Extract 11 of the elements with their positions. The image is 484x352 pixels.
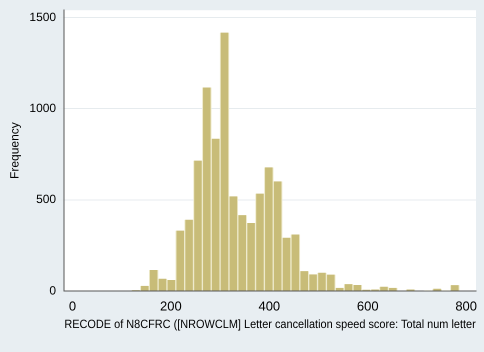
x-tick-label: 0 xyxy=(68,298,76,314)
y-tick-label: 1500 xyxy=(29,10,56,24)
x-axis-title: RECODE of N8CFRC ([NROWCLM] Letter cancellation speed score: Total num letter xyxy=(64,318,476,332)
y-tick-label: 500 xyxy=(36,192,56,206)
x-tick-label: 200 xyxy=(160,298,182,314)
y-tick-label: 1000 xyxy=(29,100,56,115)
x-tick-label: 400 xyxy=(258,298,280,314)
y-axis-title: Frequency xyxy=(8,122,22,179)
x-tick-label: 600 xyxy=(356,298,379,314)
x-tick-label: 800 xyxy=(455,298,478,314)
y-tick-label: 0 xyxy=(49,283,56,298)
